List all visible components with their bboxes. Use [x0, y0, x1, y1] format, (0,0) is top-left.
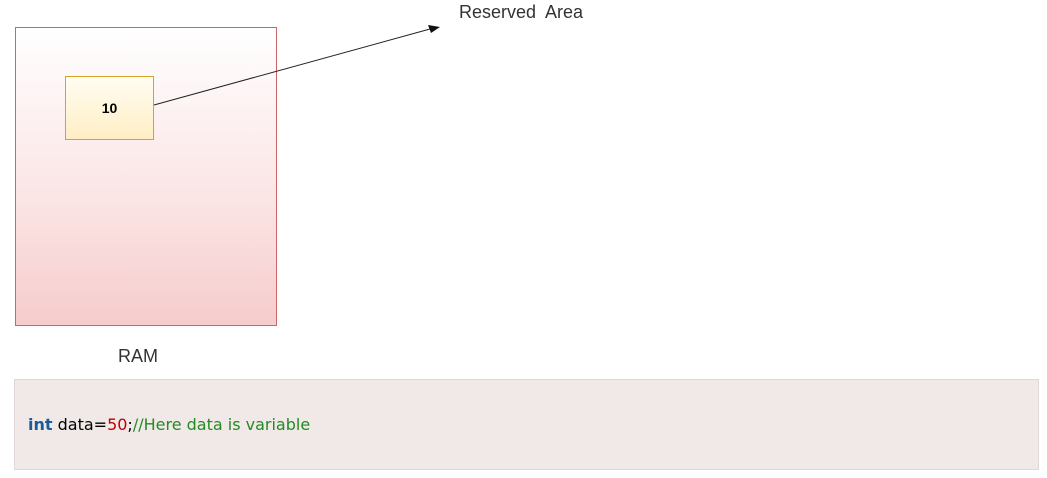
code-keyword: int	[28, 415, 53, 434]
ram-label: RAM	[118, 346, 158, 366]
code-number: 50	[107, 415, 128, 434]
memory-cell-value: 10	[101, 100, 118, 116]
code-semicolon: ;	[127, 415, 133, 434]
memory-diagram: 10 Reserved Area RAM	[15, 2, 584, 366]
arrow-head	[428, 25, 440, 33]
reserved-area-label: Reserved Area	[459, 2, 584, 22]
memory-cell: 10	[65, 76, 154, 140]
code-comment: //Here data is variable	[132, 415, 311, 434]
pointer-arrow	[153, 25, 440, 106]
code-snippet: int data= 50;//Here data is variable	[14, 379, 1039, 470]
code-identifier: data=	[52, 415, 108, 434]
arrow-line	[153, 28, 431, 106]
